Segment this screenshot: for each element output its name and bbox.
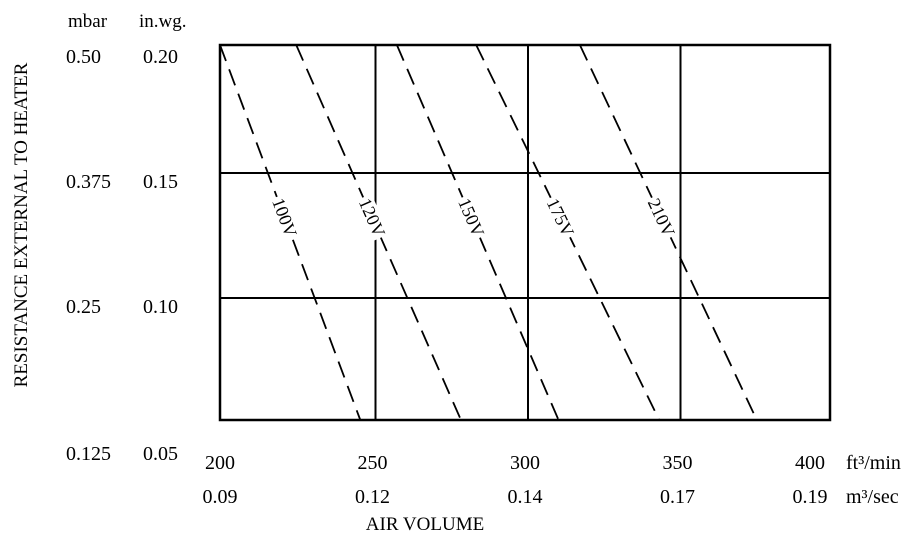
x-tick-secondary-0.14: 0.14	[508, 486, 543, 508]
series-line-210V	[579, 44, 758, 421]
x-tick-300: 300	[510, 452, 540, 474]
series-label-bg-210V	[643, 193, 679, 242]
y-tick-mbar-0.50: 0.50	[66, 46, 101, 68]
y-tick-inwg-0.05: 0.05	[143, 443, 178, 465]
x-unit-primary: ft³/min	[846, 452, 901, 474]
y-axis-title: RESISTANCE EXTERNAL TO HEATER	[11, 62, 32, 387]
y-tick-inwg-0.15: 0.15	[143, 171, 178, 193]
series-label-175V: 175V	[543, 195, 579, 240]
series-label-210V: 210V	[644, 195, 679, 240]
y-tick-mbar-0.25: 0.25	[66, 296, 101, 318]
x-tick-labels: 200 0.09 250 0.12 300 0.14 350 0.17 400 0.19	[203, 452, 828, 508]
series-label-group-150V: 150V	[454, 193, 489, 242]
series-label-bg-100V	[268, 193, 301, 242]
x-tick-secondary-0.17: 0.17	[660, 486, 695, 508]
x-tick-400: 400	[795, 452, 825, 474]
series-label-group-210V: 210V	[643, 193, 679, 242]
series-label-group-100V: 100V	[268, 193, 301, 242]
x-unit-primary-text: ft³/min	[846, 452, 901, 474]
x-unit-secondary-text: m³/sec	[846, 486, 899, 508]
y-tick-inwg-0.10: 0.10	[143, 296, 178, 318]
x-tick-secondary-0.09: 0.09	[203, 486, 238, 508]
y-tick-inwg-0.20: 0.20	[143, 46, 178, 68]
series-label-bg-175V	[542, 193, 579, 242]
y-tick-mbar-0.125: 0.125	[66, 443, 111, 465]
series-label-100V: 100V	[268, 195, 301, 239]
y-unit-secondary: in.wg.	[139, 11, 187, 32]
plot-border	[218, 43, 832, 422]
plot-frame	[218, 43, 832, 422]
x-unit-secondary: m³/sec	[846, 486, 899, 508]
x-axis-title: AIR VOLUME	[366, 514, 484, 535]
series-label-120V: 120V	[355, 195, 389, 240]
series-label-150V: 150V	[454, 195, 488, 240]
series-labels: 100V 120V 150V 175V 210V	[268, 193, 679, 242]
grid	[220, 45, 830, 420]
series-line-100V	[219, 44, 362, 421]
series-label-bg-120V	[354, 193, 390, 242]
series-line-150V	[396, 44, 560, 421]
series-label-bg-150V	[454, 193, 489, 242]
y-tick-mbar-0.375: 0.375	[66, 171, 111, 193]
y-tick-labels: 0.50 0.20 0.375 0.15 0.25 0.10 0.125 0.05	[66, 46, 178, 465]
x-tick-200: 200	[205, 452, 235, 474]
x-tick-250: 250	[358, 452, 388, 474]
x-tick-secondary-0.19: 0.19	[793, 486, 828, 508]
series-label-group-120V: 120V	[354, 193, 390, 242]
series-line-120V	[295, 44, 462, 421]
x-tick-secondary-0.12: 0.12	[355, 486, 390, 508]
series-label-group-175V: 175V	[542, 193, 579, 242]
x-tick-350: 350	[663, 452, 693, 474]
y-unit-primary: mbar	[68, 11, 108, 32]
